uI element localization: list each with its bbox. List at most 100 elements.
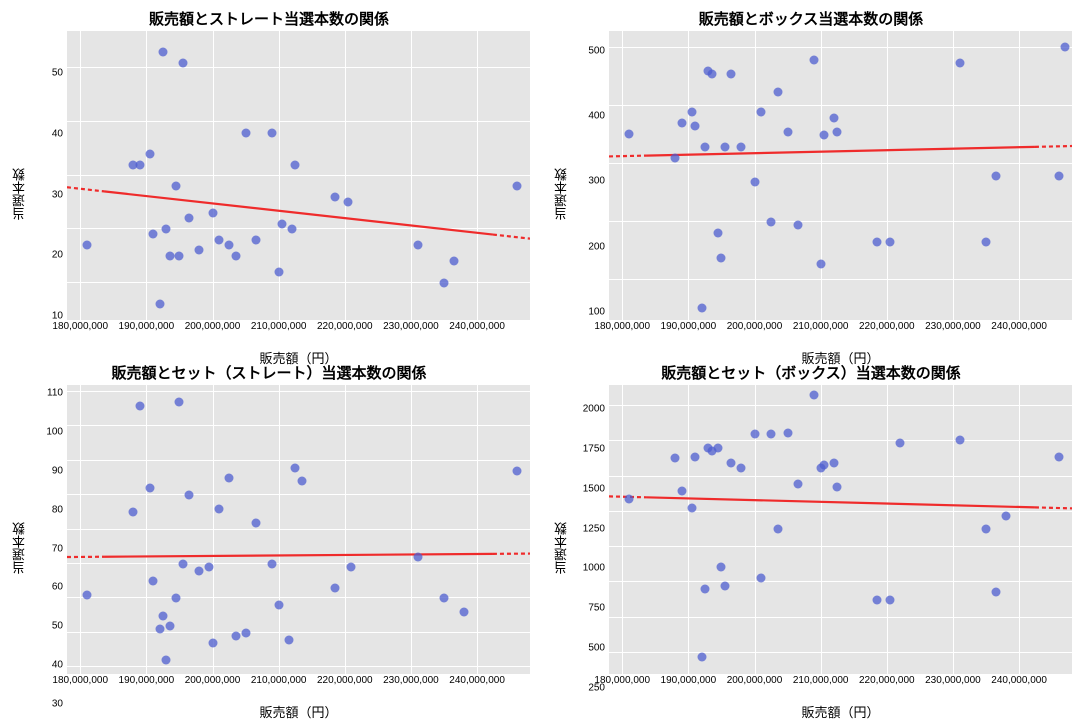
panel-title: 販売額とセット（ボックス）当選本数の関係 bbox=[550, 362, 1072, 383]
y-tick-label: 30 bbox=[52, 699, 63, 710]
data-point bbox=[886, 596, 895, 605]
data-point bbox=[1061, 42, 1070, 51]
gridline bbox=[622, 31, 623, 320]
data-point bbox=[819, 461, 828, 470]
trend-line bbox=[609, 31, 1072, 320]
gridline bbox=[755, 385, 756, 674]
data-point bbox=[773, 524, 782, 533]
gridline bbox=[80, 385, 81, 674]
data-point bbox=[1001, 512, 1010, 521]
data-point bbox=[347, 563, 356, 572]
data-point bbox=[714, 229, 723, 238]
data-point bbox=[1054, 452, 1063, 461]
x-axis: 180,000,000190,000,000200,000,000210,000… bbox=[609, 320, 1072, 358]
panel-title: 販売額とボックス当選本数の関係 bbox=[550, 8, 1072, 29]
gridline bbox=[688, 31, 689, 320]
x-tick-label: 230,000,000 bbox=[383, 675, 439, 686]
data-point bbox=[750, 430, 759, 439]
x-tick-label: 240,000,000 bbox=[991, 675, 1047, 686]
y-tick-label: 1750 bbox=[583, 443, 605, 454]
data-point bbox=[671, 454, 680, 463]
data-point bbox=[697, 653, 706, 662]
data-point bbox=[991, 587, 1000, 596]
data-point bbox=[757, 107, 766, 116]
data-point bbox=[512, 467, 521, 476]
data-point bbox=[155, 299, 164, 308]
gridline bbox=[67, 563, 530, 564]
data-point bbox=[268, 559, 277, 568]
gridline bbox=[688, 385, 689, 674]
gridline bbox=[953, 385, 954, 674]
data-point bbox=[896, 438, 905, 447]
y-tick-label: 50 bbox=[52, 621, 63, 632]
y-tick-label: 30 bbox=[52, 189, 63, 200]
data-point bbox=[225, 473, 234, 482]
x-tick-label: 190,000,000 bbox=[661, 321, 717, 332]
data-point bbox=[162, 656, 171, 665]
gridline bbox=[609, 105, 1072, 106]
data-point bbox=[955, 58, 964, 67]
y-tick-label: 750 bbox=[588, 603, 605, 614]
data-point bbox=[720, 581, 729, 590]
scatter-plot bbox=[67, 31, 530, 320]
data-point bbox=[833, 482, 842, 491]
data-point bbox=[750, 178, 759, 187]
x-tick-label: 210,000,000 bbox=[251, 675, 307, 686]
data-point bbox=[145, 484, 154, 493]
data-point bbox=[700, 585, 709, 594]
data-point bbox=[413, 241, 422, 250]
gridline bbox=[609, 405, 1072, 406]
data-point bbox=[829, 458, 838, 467]
data-point bbox=[287, 225, 296, 234]
panel-top-right: 販売額とボックス当選本数の関係 当選本数 100200300400500 180… bbox=[550, 8, 1072, 358]
data-point bbox=[135, 160, 144, 169]
plot-area: 当選本数 1020304050 180,000,000190,000,00020… bbox=[8, 31, 530, 358]
data-point bbox=[274, 267, 283, 276]
data-point bbox=[208, 208, 217, 217]
data-point bbox=[783, 428, 792, 437]
x-axis-label: 販売額（円） bbox=[609, 702, 1072, 721]
y-tick-label: 500 bbox=[588, 45, 605, 56]
y-tick-label: 100 bbox=[588, 307, 605, 318]
data-point bbox=[690, 452, 699, 461]
gridline bbox=[821, 31, 822, 320]
data-point bbox=[225, 241, 234, 250]
gridline bbox=[755, 31, 756, 320]
data-point bbox=[440, 594, 449, 603]
data-point bbox=[757, 574, 766, 583]
plot-area: 当選本数 100200300400500 180,000,000190,000,… bbox=[550, 31, 1072, 358]
data-point bbox=[148, 230, 157, 239]
data-point bbox=[231, 251, 240, 260]
gridline bbox=[67, 175, 530, 176]
gridline bbox=[67, 121, 530, 122]
data-point bbox=[819, 131, 828, 140]
panel-bottom-right: 販売額とセット（ボックス）当選本数の関係 当選本数 25050075010001… bbox=[550, 362, 1072, 712]
y-tick-label: 40 bbox=[52, 660, 63, 671]
data-point bbox=[714, 444, 723, 453]
y-axis: 25050075010001250150017502000 bbox=[573, 385, 609, 712]
data-point bbox=[208, 639, 217, 648]
data-point bbox=[274, 601, 283, 610]
gridline bbox=[609, 652, 1072, 653]
data-point bbox=[241, 628, 250, 637]
gridline bbox=[345, 31, 346, 320]
x-tick-label: 190,000,000 bbox=[661, 675, 717, 686]
gridline bbox=[146, 31, 147, 320]
y-axis: 100200300400500 bbox=[573, 31, 609, 358]
data-point bbox=[982, 237, 991, 246]
gridline bbox=[279, 385, 280, 674]
data-point bbox=[284, 635, 293, 644]
y-axis-label: 当選本数 bbox=[8, 31, 31, 358]
gridline bbox=[67, 632, 530, 633]
data-point bbox=[720, 142, 729, 151]
x-tick-label: 240,000,000 bbox=[991, 321, 1047, 332]
x-tick-label: 200,000,000 bbox=[185, 675, 241, 686]
gridline bbox=[609, 617, 1072, 618]
gridline bbox=[279, 31, 280, 320]
gridline bbox=[67, 597, 530, 598]
y-tick-label: 1500 bbox=[583, 483, 605, 494]
data-point bbox=[717, 562, 726, 571]
x-tick-label: 180,000,000 bbox=[594, 675, 650, 686]
y-tick-label: 300 bbox=[588, 176, 605, 187]
data-point bbox=[872, 596, 881, 605]
